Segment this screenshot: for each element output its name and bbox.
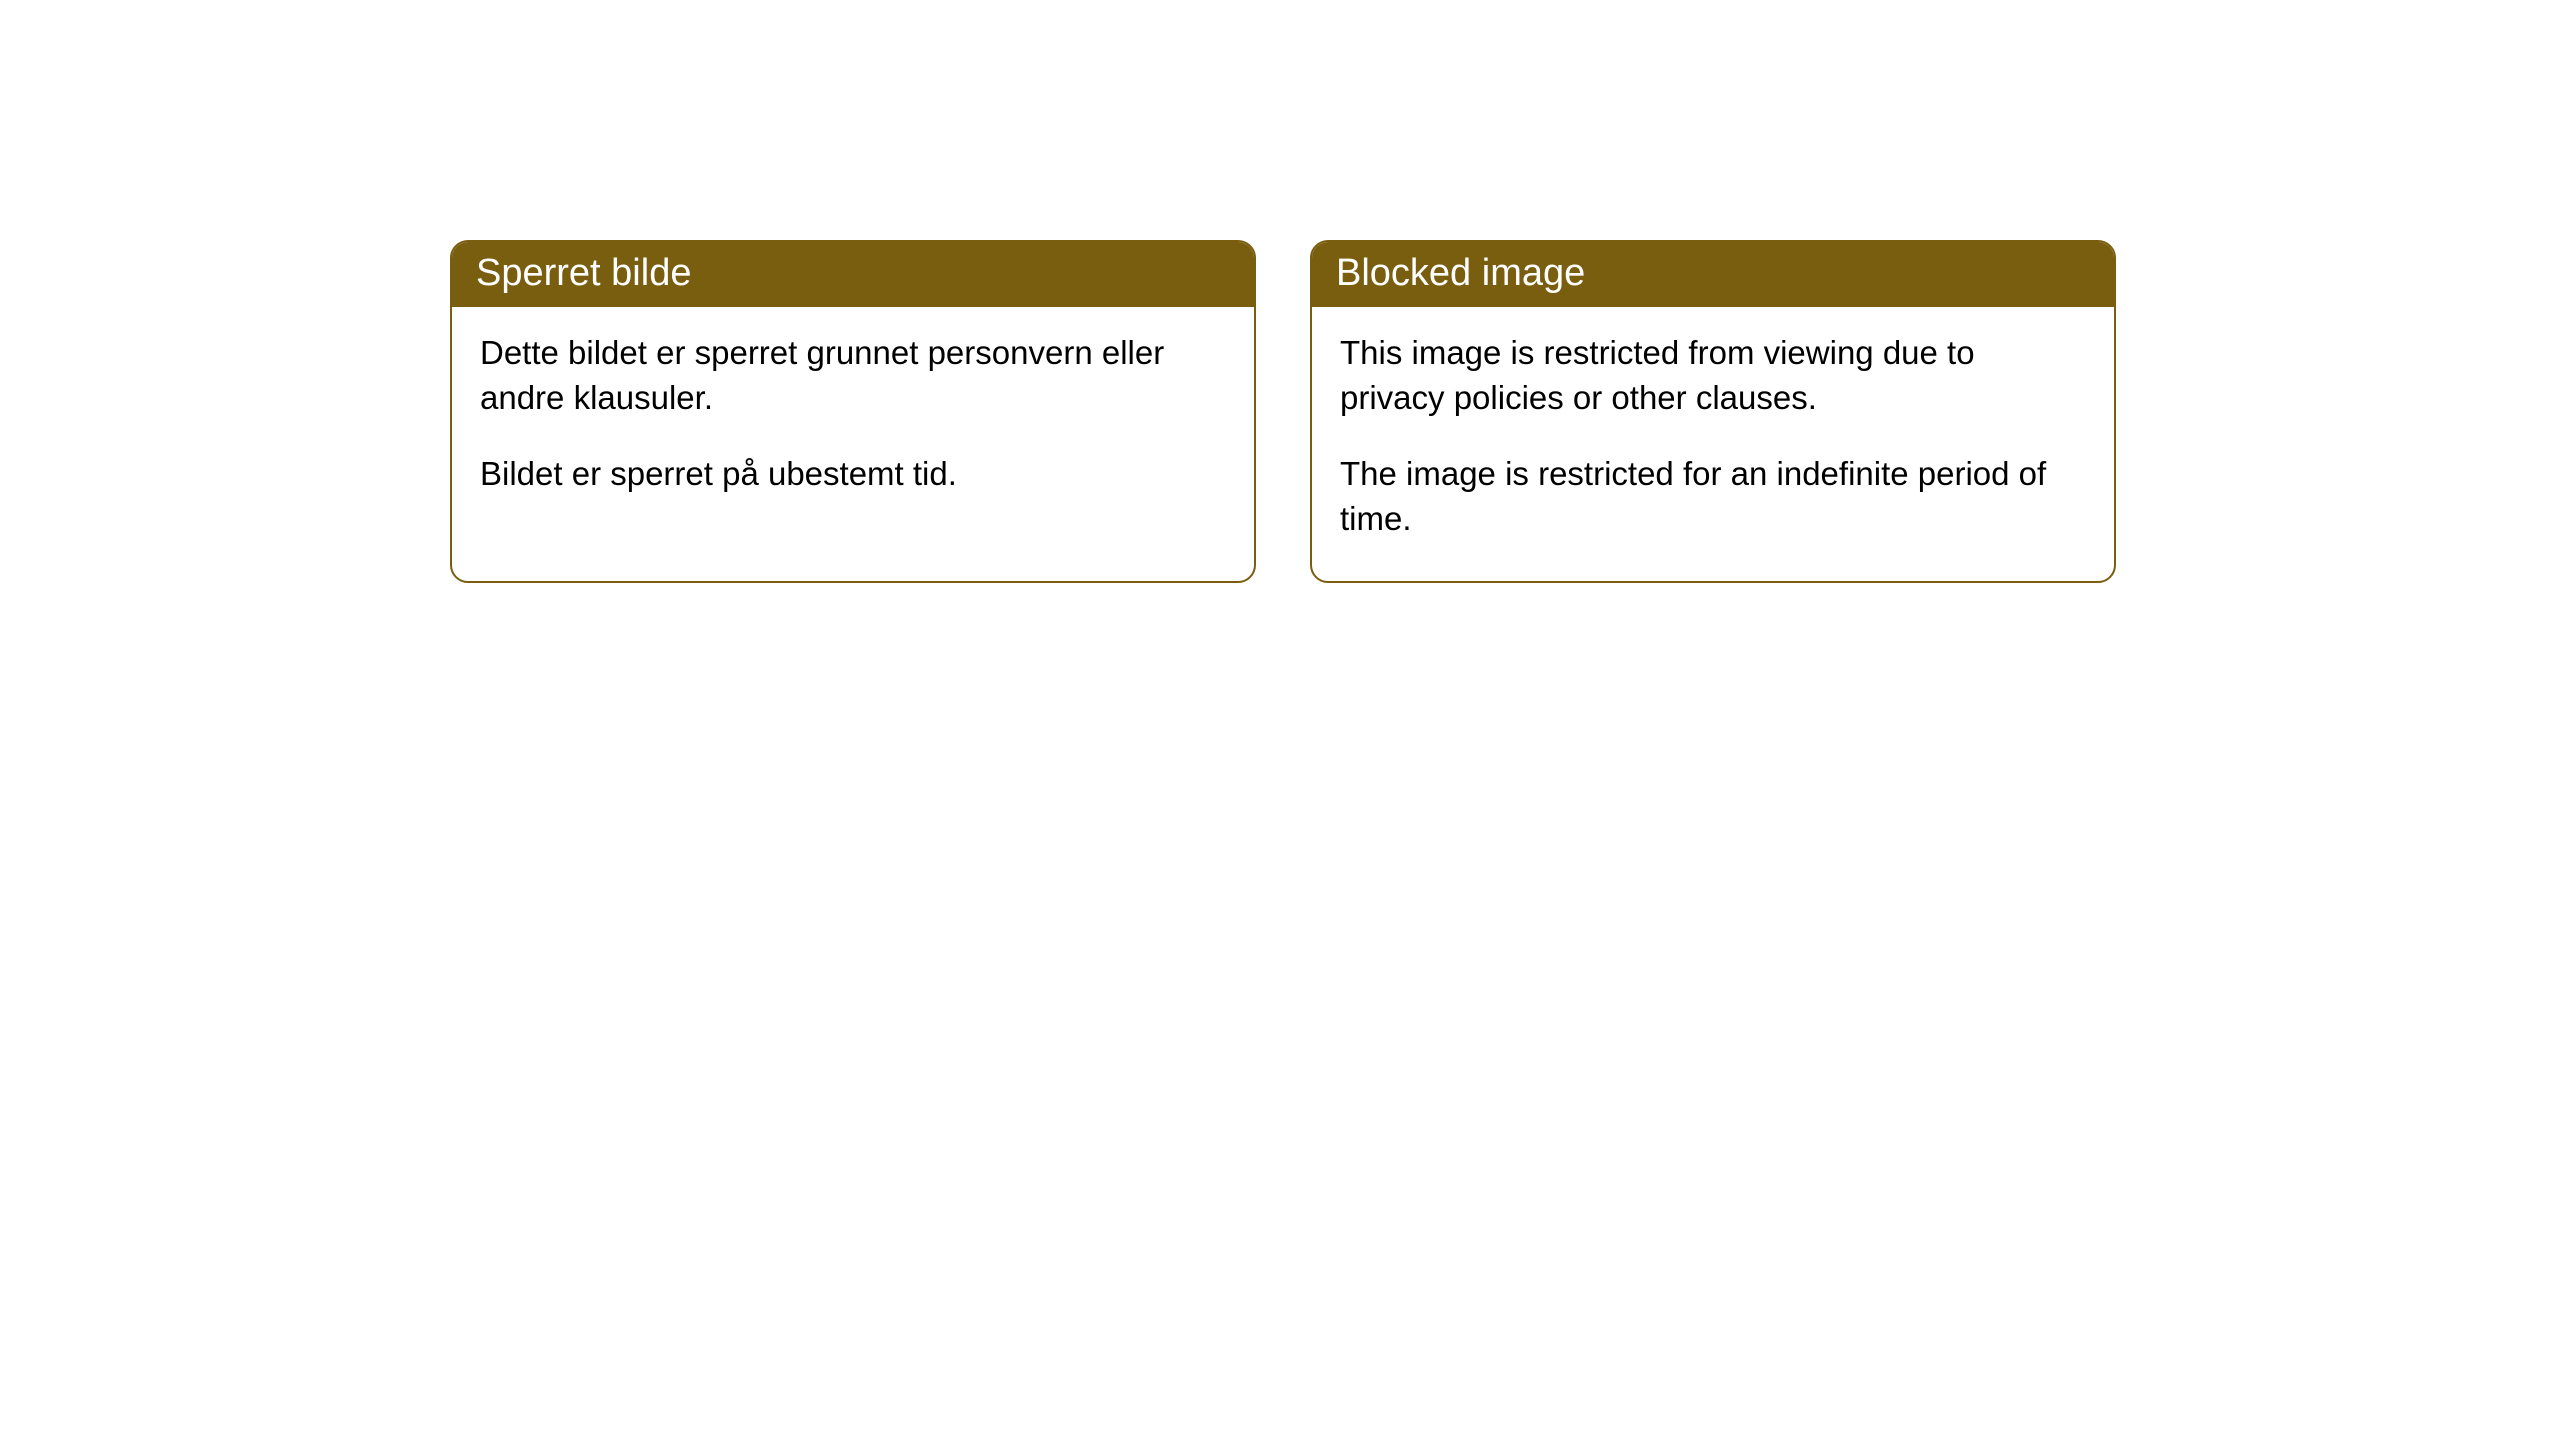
card-paragraph: Dette bildet er sperret grunnet personve… xyxy=(480,331,1226,420)
card-header: Sperret bilde xyxy=(452,242,1254,307)
card-title: Blocked image xyxy=(1336,252,1585,294)
card-body: This image is restricted from viewing du… xyxy=(1312,307,2114,581)
card-paragraph: This image is restricted from viewing du… xyxy=(1340,331,2086,420)
card-header: Blocked image xyxy=(1312,242,2114,307)
notice-cards-container: Sperret bilde Dette bildet er sperret gr… xyxy=(450,240,2116,583)
card-paragraph: The image is restricted for an indefinit… xyxy=(1340,452,2086,541)
notice-card-english: Blocked image This image is restricted f… xyxy=(1310,240,2116,583)
card-title: Sperret bilde xyxy=(476,252,691,294)
notice-card-norwegian: Sperret bilde Dette bildet er sperret gr… xyxy=(450,240,1256,583)
card-paragraph: Bildet er sperret på ubestemt tid. xyxy=(480,452,1226,497)
card-body: Dette bildet er sperret grunnet personve… xyxy=(452,307,1254,537)
